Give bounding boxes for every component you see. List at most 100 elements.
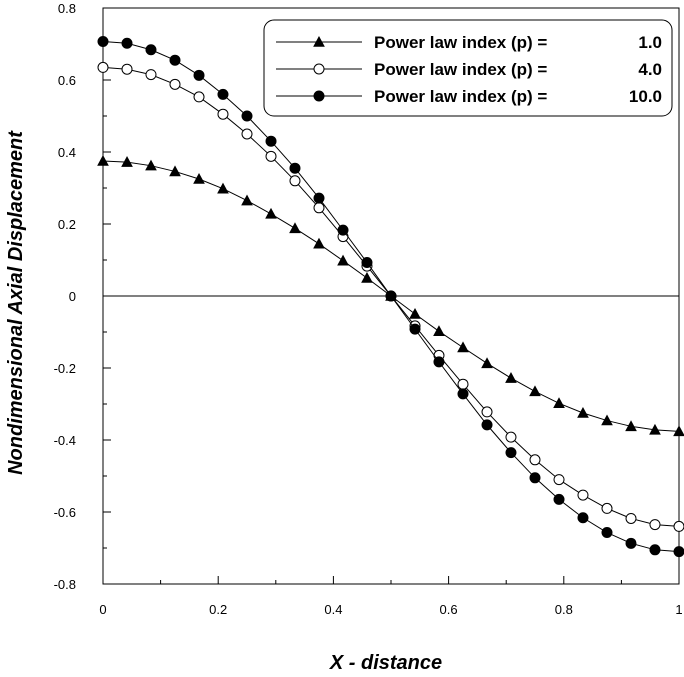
- data-point-p1: [361, 271, 373, 283]
- data-point-p1: [217, 182, 229, 194]
- data-point-p10: [409, 323, 421, 335]
- data-point-p10: [169, 54, 181, 66]
- data-point-p10: [673, 546, 684, 558]
- data-point-p10: [337, 224, 349, 236]
- x-tick-label: 0: [99, 602, 106, 617]
- data-point-p10: [505, 447, 517, 459]
- data-point-p10: [577, 512, 589, 524]
- data-point-p4: [601, 502, 613, 514]
- legend-label-p10: Power law index (p) =: [374, 87, 547, 106]
- data-point-p10: [193, 69, 205, 81]
- data-point-p1: [265, 207, 277, 219]
- legend-marker-p4: [313, 63, 325, 75]
- data-point-p10: [289, 162, 301, 174]
- data-point-p10: [481, 419, 493, 431]
- data-point-p1: [505, 372, 517, 383]
- y-axis-title: Nondimensional Axial Displacement: [5, 130, 27, 475]
- data-point-p1: [529, 385, 541, 397]
- legend-label-p1: Power law index (p) =: [374, 33, 547, 52]
- data-point-p10: [529, 472, 541, 484]
- data-point-p1: [289, 222, 301, 234]
- legend: Power law index (p) = 1.0 Power law inde…: [263, 19, 673, 117]
- data-point-p10: [433, 356, 445, 368]
- data-point-p10: [241, 110, 253, 122]
- y-tick-label: 0.2: [58, 217, 76, 232]
- x-axis-title: X - distance: [329, 652, 442, 674]
- data-point-p10: [649, 544, 661, 556]
- data-point-p4: [625, 512, 637, 524]
- data-point-p10: [145, 44, 157, 56]
- series-p10: [97, 35, 684, 558]
- x-tick-label: 1: [675, 602, 682, 617]
- data-point-p4: [265, 150, 277, 162]
- y-tick-label: 0.6: [58, 73, 76, 88]
- data-point-p10: [313, 192, 325, 204]
- data-point-p1: [625, 420, 637, 432]
- series-layer: [97, 35, 684, 558]
- data-point-p1: [649, 423, 661, 435]
- data-point-p1: [673, 425, 684, 437]
- y-tick-label: 0: [69, 289, 76, 304]
- data-point-p1: [241, 194, 253, 206]
- data-point-p10: [553, 493, 565, 505]
- data-point-p4: [529, 454, 541, 466]
- data-point-p1: [409, 307, 421, 319]
- data-point-p1: [97, 154, 109, 166]
- y-tick-label: 0.4: [58, 145, 76, 160]
- data-point-p4: [97, 61, 109, 73]
- y-tick-label: 0.8: [58, 1, 76, 16]
- data-point-p10: [457, 388, 469, 400]
- y-tick-label: -0.6: [54, 505, 76, 520]
- data-point-p10: [385, 290, 397, 302]
- data-point-p1: [121, 156, 133, 167]
- data-point-p4: [145, 69, 157, 81]
- y-tick-label: -0.8: [54, 577, 76, 592]
- data-point-p4: [289, 175, 301, 187]
- data-point-p4: [169, 78, 181, 90]
- data-point-p4: [217, 108, 229, 120]
- legend-marker-p1: [313, 35, 325, 47]
- data-point-p1: [577, 406, 589, 418]
- data-point-p4: [553, 474, 565, 486]
- data-point-p1: [145, 159, 157, 171]
- data-point-p10: [625, 537, 637, 549]
- data-point-p10: [121, 37, 133, 49]
- data-point-p4: [193, 91, 205, 103]
- legend-value-p1: 1.0: [638, 33, 662, 52]
- data-point-p4: [577, 489, 589, 501]
- legend-value-p4: 4.0: [638, 60, 662, 79]
- data-point-p10: [97, 35, 109, 47]
- data-point-p4: [673, 520, 684, 532]
- data-point-p1: [337, 254, 349, 266]
- legend-box: [263, 19, 673, 117]
- data-point-p1: [553, 397, 565, 409]
- x-tick-label: 0.8: [555, 602, 573, 617]
- legend-value-p10: 10.0: [629, 87, 662, 106]
- x-tick-label: 0.6: [440, 602, 458, 617]
- legend-symbols: [276, 35, 362, 102]
- data-point-p4: [505, 431, 517, 443]
- axes-layer: -0.8 -0.6 -0.4 -0.2 0 0.2 0.4 0.6 0.8 0 0.2 0.4 0.6 0…: [54, 1, 683, 617]
- data-point-p10: [217, 88, 229, 100]
- data-point-p1: [481, 357, 493, 369]
- data-point-p1: [169, 165, 181, 177]
- data-point-p4: [313, 202, 325, 214]
- data-point-p1: [601, 414, 613, 426]
- x-tick-label: 0.4: [324, 602, 342, 617]
- data-point-p10: [265, 135, 277, 147]
- data-point-p1: [433, 325, 445, 337]
- data-point-p4: [481, 406, 493, 418]
- data-point-p10: [601, 527, 613, 539]
- legend-label-p4: Power law index (p) =: [374, 60, 547, 79]
- y-tick-label: -0.2: [54, 361, 76, 376]
- data-point-p1: [313, 237, 325, 249]
- data-point-p4: [649, 519, 661, 531]
- x-tick-label: 0.2: [209, 602, 227, 617]
- legend-marker-p10: [313, 90, 325, 102]
- data-point-p1: [457, 341, 469, 353]
- y-tick-label: -0.4: [54, 433, 76, 448]
- data-point-p4: [121, 63, 133, 75]
- data-point-p10: [361, 257, 373, 269]
- data-point-p1: [193, 172, 205, 184]
